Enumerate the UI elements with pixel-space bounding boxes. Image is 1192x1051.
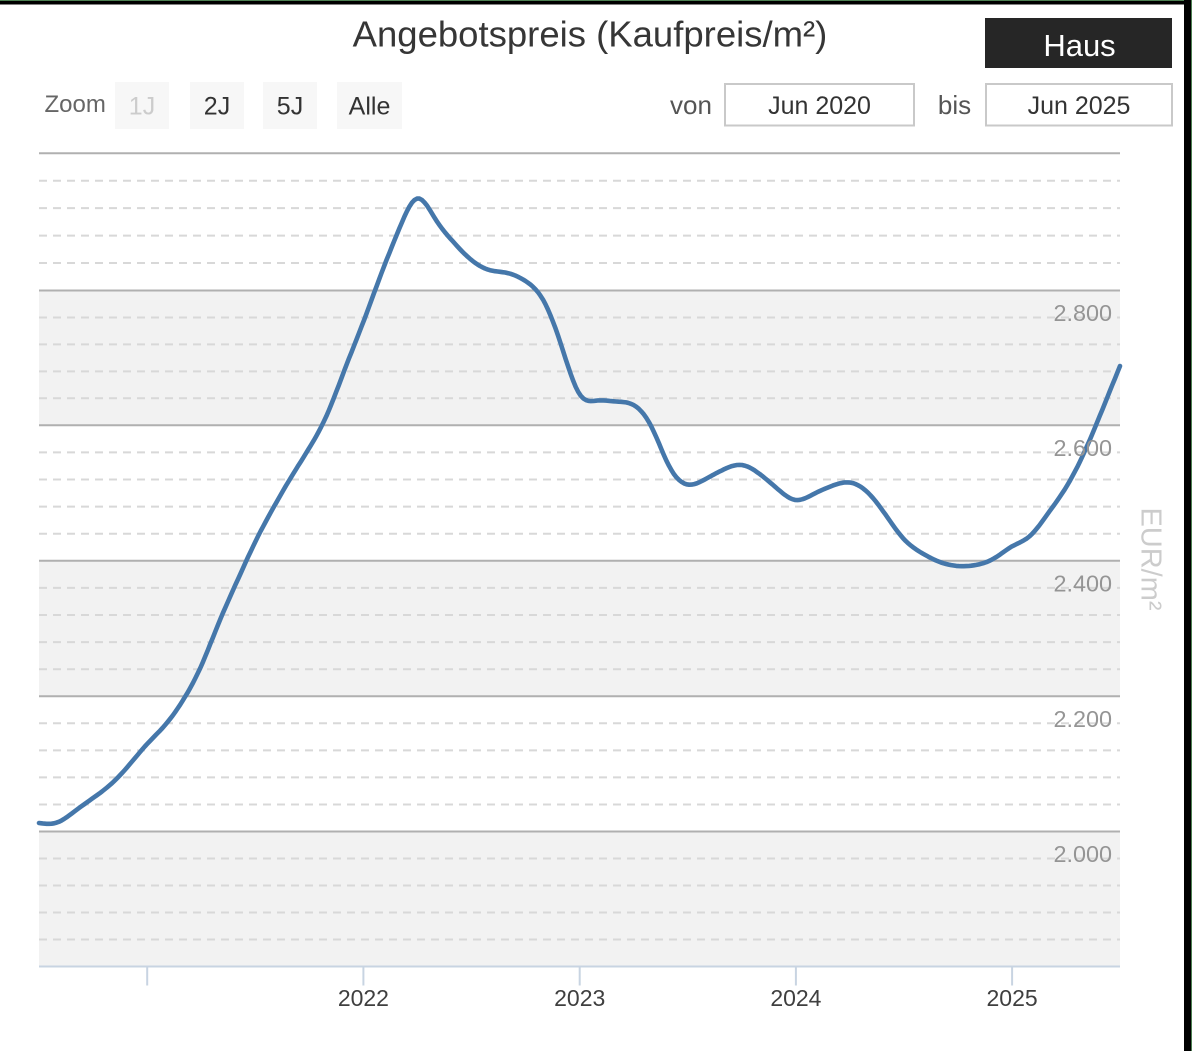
svg-text:2023: 2023 [554, 985, 605, 1011]
svg-text:Alle: Alle [349, 93, 391, 121]
svg-text:bis: bis [938, 90, 971, 120]
svg-text:2.000: 2.000 [1053, 841, 1112, 867]
svg-text:2.400: 2.400 [1053, 570, 1112, 596]
svg-text:von: von [670, 90, 712, 120]
svg-text:2.600: 2.600 [1053, 435, 1112, 461]
svg-text:Jun 2020: Jun 2020 [768, 92, 871, 120]
svg-text:2024: 2024 [770, 985, 821, 1011]
svg-text:2025: 2025 [987, 985, 1038, 1011]
svg-text:Jun 2025: Jun 2025 [1028, 92, 1131, 120]
svg-text:2022: 2022 [338, 985, 389, 1011]
svg-text:2.200: 2.200 [1053, 706, 1112, 732]
svg-text:EUR/m²: EUR/m² [1135, 507, 1167, 610]
svg-text:2.800: 2.800 [1053, 300, 1112, 326]
svg-text:Haus: Haus [1043, 28, 1115, 63]
svg-text:5J: 5J [277, 93, 303, 121]
svg-text:2J: 2J [204, 93, 230, 121]
svg-text:1J: 1J [129, 93, 155, 121]
svg-text:Angebotspreis (Kaufpreis/m²): Angebotspreis (Kaufpreis/m²) [353, 14, 828, 55]
svg-text:Zoom: Zoom [45, 91, 106, 118]
